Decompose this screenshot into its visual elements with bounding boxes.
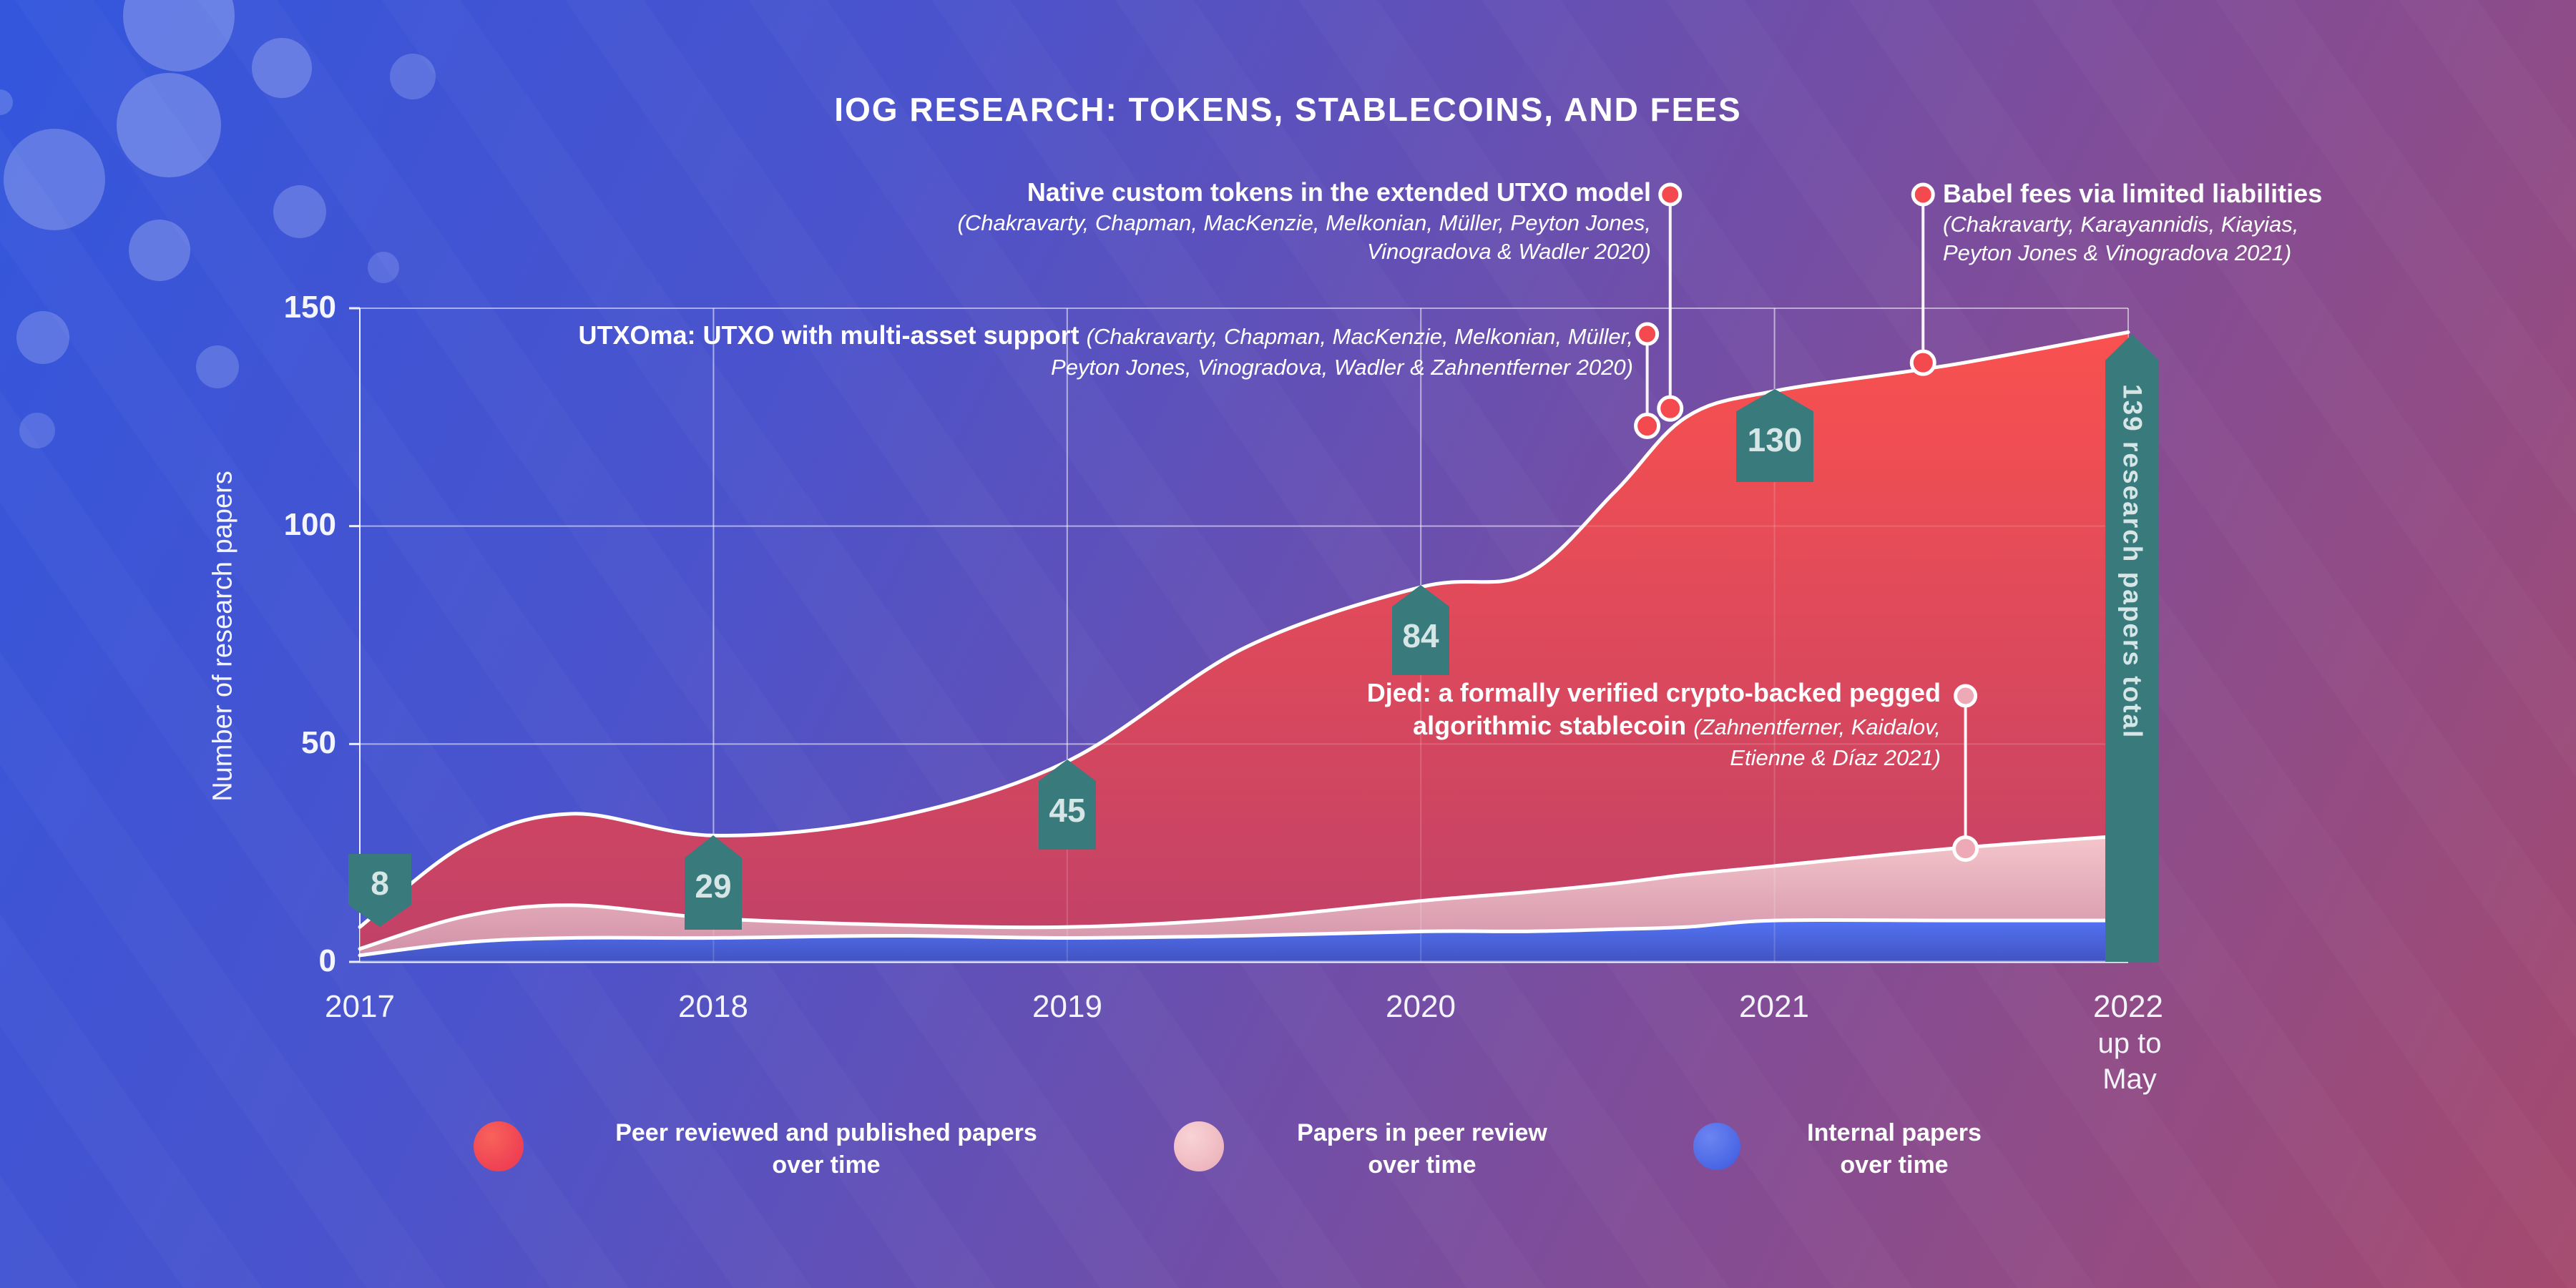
x-tick-2018: 2018 bbox=[678, 989, 748, 1024]
legend-swatch-internal-icon bbox=[1693, 1123, 1740, 1170]
x-tick-2021: 2021 bbox=[1739, 989, 1809, 1024]
page-title: IOG RESEARCH: TOKENS, STABLECOINS, AND F… bbox=[834, 91, 1742, 128]
x-tick-2022-note-1: up to bbox=[2097, 1028, 2162, 1059]
y-tick-0: 0 bbox=[318, 943, 336, 978]
legend-label-in-review: Papers in peer review over time bbox=[1208, 1117, 1637, 1181]
callout-markers bbox=[1634, 182, 1979, 862]
annotation-title: Djed: a formally verified crypto-backed … bbox=[1366, 678, 1941, 707]
callout-dot-utxoma bbox=[1635, 322, 1660, 346]
x-tick-2020: 2020 bbox=[1386, 989, 1456, 1024]
total-papers-banner: 139 research papers total bbox=[2105, 334, 2159, 962]
annotation-djed: Djed: a formally verified crypto-backed … bbox=[1225, 677, 1941, 772]
legend-line: over time bbox=[1840, 1151, 1949, 1179]
badge-value: 130 bbox=[1747, 421, 1803, 458]
curve-marker-utxoma bbox=[1634, 413, 1661, 440]
annotation-citation: (Zahnentferner, Kaidalov, bbox=[1693, 714, 1941, 739]
callout-dot-djed bbox=[1954, 684, 1978, 708]
value-badge-2019: 45 bbox=[1039, 759, 1096, 850]
area-internal bbox=[360, 920, 2128, 962]
curve-marker-babel-fees bbox=[1909, 349, 1936, 376]
y-tick-50: 50 bbox=[301, 725, 336, 760]
annotation-citation: Peyton Jones, Vinogradova, Wadler & Zahn… bbox=[1051, 355, 1633, 380]
y-axis-title: Number of research papers bbox=[207, 471, 238, 802]
x-tick-2022-note-2: May bbox=[2102, 1063, 2157, 1095]
badge-value: 84 bbox=[1402, 617, 1439, 654]
annotation-title: Native custom tokens in the extended UTX… bbox=[1027, 177, 1651, 207]
annotation-title: Babel fees via limited liabilities bbox=[1943, 179, 2323, 208]
callout-dot-native-tokens bbox=[1658, 182, 1683, 207]
area-fills bbox=[360, 332, 2128, 963]
annotation-citation: Peyton Jones & Vinogradova 2021) bbox=[1943, 240, 2292, 265]
x-tick-2019: 2019 bbox=[1032, 989, 1102, 1024]
legend-label-published: Peer reviewed and published papers over … bbox=[576, 1117, 1077, 1181]
callout-dot-babel-fees bbox=[1911, 182, 1935, 207]
annotation-babel-fees: Babel fees via limited liabilities (Chak… bbox=[1943, 177, 2515, 267]
annotation-title: algorithmic stablecoin bbox=[1413, 711, 1687, 740]
legend-line: Peer reviewed and published papers bbox=[615, 1119, 1037, 1146]
legend-line: Internal papers bbox=[1807, 1119, 1982, 1146]
annotation-utxoma: UTXOma: UTXO with multi-asset support (C… bbox=[381, 319, 1633, 382]
x-tick-2017: 2017 bbox=[325, 989, 395, 1024]
value-badge-2020: 84 bbox=[1392, 585, 1449, 675]
legend-label-internal: Internal papers over time bbox=[1751, 1117, 2037, 1181]
y-tick-150: 150 bbox=[283, 290, 336, 325]
legend-swatch-in-review-icon bbox=[1174, 1121, 1224, 1171]
badge-value: 29 bbox=[695, 867, 732, 905]
annotation-title: UTXOma: UTXO with multi-asset support bbox=[578, 320, 1079, 350]
legend-line: over time bbox=[1368, 1151, 1476, 1179]
curve-marker-native-tokens bbox=[1657, 395, 1684, 422]
gridlines-over bbox=[349, 307, 2129, 963]
badge-value: 8 bbox=[371, 865, 389, 902]
value-badge-2018: 29 bbox=[685, 835, 742, 930]
annotation-citation: (Chakravarty, Karayannidis, Kiayias, bbox=[1943, 212, 2299, 237]
annotation-native-tokens: Native custom tokens in the extended UTX… bbox=[721, 176, 1651, 266]
annotation-citation: (Chakravarty, Chapman, MacKenzie, Melkon… bbox=[1086, 324, 1633, 349]
value-badge-2021: 130 bbox=[1736, 389, 1813, 482]
annotation-citation: Etienne & Díaz 2021) bbox=[1730, 745, 1941, 770]
annotation-line: algorithmic stablecoin (Zahnentferner, K… bbox=[1225, 709, 1941, 744]
legend-line: Papers in peer review bbox=[1297, 1119, 1547, 1146]
x-tick-2022: 2022 bbox=[2093, 989, 2163, 1024]
badge-value: 45 bbox=[1049, 792, 1086, 829]
legend-line: over time bbox=[772, 1151, 881, 1179]
curve-marker-djed bbox=[1952, 835, 1979, 862]
curve-stroke bbox=[358, 833, 2130, 951]
legend-swatch-published-icon bbox=[474, 1121, 524, 1171]
y-tick-100: 100 bbox=[283, 507, 336, 542]
curve-stroke bbox=[358, 918, 2130, 958]
annotation-line: UTXOma: UTXO with multi-asset support (C… bbox=[381, 319, 1633, 353]
annotation-citation: Vinogradova & Wadler 2020) bbox=[1367, 239, 1651, 264]
area-published bbox=[360, 332, 2128, 963]
annotation-citation: (Chakravarty, Chapman, MacKenzie, Melkon… bbox=[957, 210, 1651, 235]
total-papers-label: 139 research papers total bbox=[2117, 384, 2148, 739]
